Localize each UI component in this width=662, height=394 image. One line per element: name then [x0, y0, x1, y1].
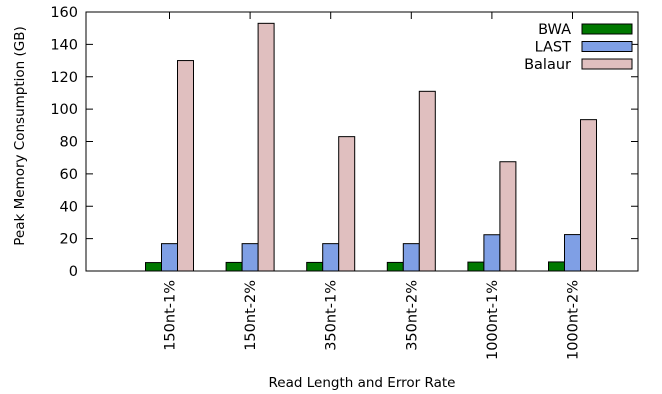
y-tick-label: 100	[50, 102, 78, 118]
bar-last-1000nt-1pct	[483, 234, 501, 272]
bar-balaur-1000nt-1pct	[499, 161, 517, 272]
bar-bwa-1000nt-1pct	[467, 261, 485, 272]
bar-balaur-350nt-1pct	[338, 136, 356, 272]
y-tick-label: 80	[60, 135, 78, 151]
bar-bwa-350nt-2pct	[386, 261, 404, 272]
y-tick-label: 60	[60, 167, 78, 183]
x-tick-label: 1000nt-1%	[485, 280, 501, 360]
legend-label: Balaur	[524, 57, 571, 73]
y-axis: 0 20 40 60 80 100 120 140 160	[50, 5, 638, 280]
bar-last-150nt-1pct	[161, 243, 178, 272]
legend-label: LAST	[535, 40, 572, 56]
x-tick-label: 350nt-1%	[324, 280, 340, 351]
legend-swatch	[581, 41, 633, 52]
bar-last-150nt-2pct	[241, 243, 259, 272]
y-tick-label: 160	[50, 5, 78, 21]
bars	[145, 22, 597, 272]
bar-last-350nt-1pct	[322, 243, 340, 272]
bar-bwa-150nt-1pct	[145, 262, 162, 272]
y-axis-label: Peak Memory Consumption (GB)	[12, 26, 28, 246]
x-tick-label: 1000nt-2%	[566, 280, 582, 360]
bar-balaur-150nt-2pct	[257, 22, 275, 272]
bar-last-1000nt-2pct	[564, 234, 581, 272]
bar-balaur-350nt-2pct	[418, 90, 436, 272]
x-axis-label: Read Length and Error Rate	[269, 375, 456, 391]
y-tick-label: 0	[69, 264, 78, 280]
x-tick-label: 150nt-1%	[163, 280, 179, 351]
x-tick-label: 350nt-2%	[404, 280, 420, 351]
bar-bwa-1000nt-2pct	[548, 261, 565, 272]
bar-balaur-150nt-1pct	[177, 60, 194, 272]
legend-label: BWA	[538, 22, 571, 38]
x-tick-label: 150nt-2%	[243, 280, 259, 351]
x-axis: 150nt-1% 150nt-2% 350nt-1% 350nt-2% 1000nt-1…	[163, 12, 582, 360]
y-tick-label: 140	[50, 37, 78, 53]
legend-swatch	[581, 58, 633, 70]
bar-bwa-150nt-2pct	[225, 261, 243, 272]
y-tick-label: 40	[60, 199, 78, 215]
bar-balaur-1000nt-2pct	[580, 119, 597, 272]
y-tick-label: 120	[50, 70, 78, 86]
y-tick-label: 20	[60, 232, 78, 248]
legend-swatch	[581, 23, 633, 35]
bar-bwa-350nt-1pct	[306, 261, 324, 272]
bar-last-350nt-2pct	[402, 243, 420, 272]
